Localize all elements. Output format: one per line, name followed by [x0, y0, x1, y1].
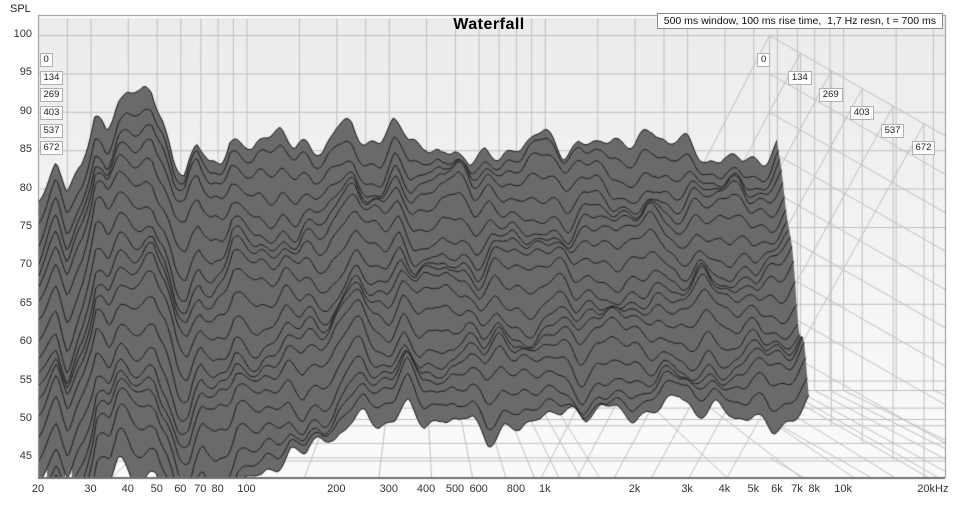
- freq-tick: 5k: [747, 483, 760, 495]
- freq-tick: 400: [416, 483, 436, 495]
- freq-tick: 80: [211, 483, 224, 495]
- freq-tick: 8k: [808, 483, 820, 495]
- time-label-left: 269: [39, 88, 64, 103]
- spl-tick: 75: [19, 220, 32, 232]
- freq-tick: 1k: [538, 483, 551, 495]
- freq-tick: 50: [150, 483, 163, 495]
- freq-tick: 70: [194, 483, 207, 495]
- freq-tick: 300: [379, 483, 398, 495]
- time-label-left: 0: [39, 53, 53, 67]
- spl-tick: 45: [19, 450, 32, 463]
- freq-tick: 4k: [718, 483, 731, 495]
- freq-tick: 200: [327, 483, 346, 495]
- time-label-right: 537: [880, 123, 905, 138]
- freq-tick: 500: [445, 483, 465, 495]
- spl-tick: 85: [19, 143, 32, 156]
- time-label-left: 403: [39, 105, 64, 120]
- freq-tick: 100: [237, 483, 256, 495]
- freq-tick: 10k: [834, 483, 852, 495]
- freq-tick: 20: [31, 483, 45, 495]
- freq-tick: 2k: [628, 483, 641, 495]
- freq-tick: 30: [84, 483, 97, 495]
- time-label-right: 134: [787, 70, 812, 85]
- spl-tick: 70: [19, 258, 32, 271]
- freq-tick: 800: [506, 483, 526, 495]
- spl-tick: 80: [19, 181, 32, 194]
- freq-tick: 3k: [681, 483, 693, 495]
- freq-tick: 6k: [771, 483, 783, 495]
- time-label-left: 672: [39, 141, 64, 156]
- time-label-right: 0: [757, 53, 771, 67]
- time-label-right: 403: [849, 105, 874, 120]
- spl-tick: 60: [19, 335, 32, 348]
- spl-tick: 50: [19, 412, 32, 424]
- freq-tick: 20kHz: [917, 483, 949, 495]
- spl-tick: 100: [13, 28, 32, 40]
- time-label-left: 537: [39, 123, 64, 138]
- chart-title: Waterfall: [453, 16, 525, 33]
- spl-tick: 90: [19, 104, 32, 117]
- measurement-info-box: 500 ms window, 100 ms rise time, 1,7 Hz …: [656, 13, 943, 29]
- time-label-left: 134: [39, 70, 64, 85]
- freq-tick: 7k: [791, 483, 803, 495]
- freq-tick: 40: [121, 483, 134, 495]
- freq-tick: 60: [174, 483, 187, 495]
- spl-axis-label: SPL: [10, 3, 31, 15]
- time-label-right: 672: [911, 141, 936, 156]
- spl-tick: 55: [19, 373, 32, 386]
- legend: ✓ LR N01v11 80dB 47,1 dB: [0, 501, 960, 527]
- spl-tick: 65: [19, 296, 32, 309]
- time-label-right: 269: [818, 88, 843, 103]
- freq-tick: 600: [469, 483, 488, 495]
- spl-tick: 95: [19, 66, 32, 79]
